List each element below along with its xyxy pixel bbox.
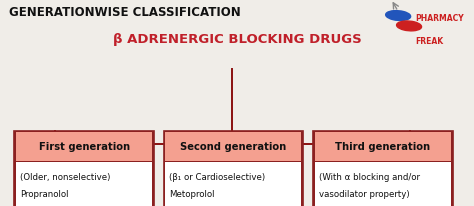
FancyBboxPatch shape bbox=[164, 132, 303, 206]
Text: (Older, nonselective): (Older, nonselective) bbox=[20, 172, 110, 181]
Ellipse shape bbox=[386, 12, 410, 21]
FancyBboxPatch shape bbox=[16, 163, 152, 206]
Text: FREAK: FREAK bbox=[415, 37, 443, 46]
Text: Propranolol: Propranolol bbox=[20, 189, 68, 198]
Text: vasodilator property): vasodilator property) bbox=[319, 189, 409, 198]
Text: Metoprolol: Metoprolol bbox=[169, 189, 215, 198]
Text: (With α blocking and/or: (With α blocking and/or bbox=[319, 172, 419, 181]
Ellipse shape bbox=[397, 22, 421, 32]
FancyBboxPatch shape bbox=[315, 163, 451, 206]
FancyBboxPatch shape bbox=[16, 133, 152, 162]
FancyBboxPatch shape bbox=[315, 133, 451, 162]
Text: β ADRENERGIC BLOCKING DRUGS: β ADRENERGIC BLOCKING DRUGS bbox=[113, 33, 361, 46]
Text: First generation: First generation bbox=[38, 142, 130, 152]
Text: (β₁ or Cardioselective): (β₁ or Cardioselective) bbox=[169, 172, 265, 181]
Text: PHARMACY: PHARMACY bbox=[415, 14, 464, 23]
Text: GENERATIONWISE CLASSIFICATION: GENERATIONWISE CLASSIFICATION bbox=[9, 6, 241, 19]
FancyBboxPatch shape bbox=[14, 132, 154, 206]
FancyBboxPatch shape bbox=[165, 163, 301, 206]
Text: Third generation: Third generation bbox=[335, 142, 430, 152]
FancyBboxPatch shape bbox=[313, 132, 453, 206]
FancyBboxPatch shape bbox=[165, 133, 301, 162]
Text: Second generation: Second generation bbox=[180, 142, 287, 152]
